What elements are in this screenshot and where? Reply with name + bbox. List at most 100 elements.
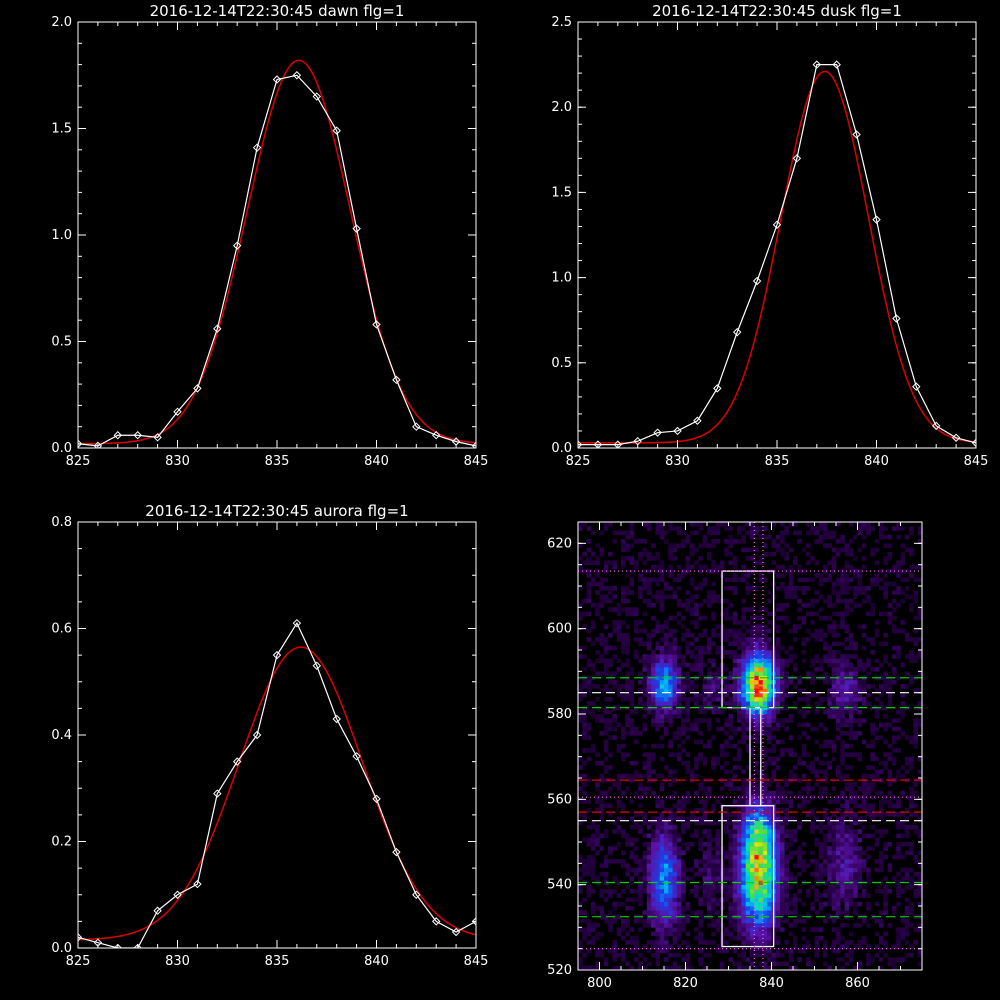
heatmap-cell <box>848 645 854 651</box>
heatmap-cell <box>750 714 755 719</box>
heatmap-cell <box>780 816 785 821</box>
heatmap-cell <box>758 824 764 830</box>
heatmap-cell <box>831 748 837 753</box>
heatmap-cell <box>707 850 712 856</box>
heatmap-cell <box>732 590 738 595</box>
heatmap-cell <box>711 628 716 634</box>
heatmap-cell <box>715 564 721 570</box>
heatmap-cell <box>668 829 673 834</box>
heatmap-cell <box>651 615 656 621</box>
heatmap-cell <box>625 607 630 612</box>
heatmap-cell <box>638 773 643 779</box>
heatmap-cell <box>672 884 678 890</box>
heatmap-cell <box>642 705 648 711</box>
heatmap-cell <box>582 654 587 659</box>
heatmap-cell <box>694 645 699 651</box>
heatmap-cell <box>681 726 686 732</box>
heatmap-cell <box>909 910 914 915</box>
heatmap-cell <box>848 692 854 698</box>
heatmap-cell <box>638 671 643 676</box>
heatmap-cell <box>629 799 635 804</box>
heatmap-cell <box>870 807 875 813</box>
heatmap-cell <box>866 876 871 881</box>
heatmap-cell <box>651 701 656 706</box>
heatmap-cell <box>857 530 863 536</box>
heatmap-cell <box>603 645 609 651</box>
heatmap-cell <box>642 628 648 634</box>
heatmap-cell <box>707 658 712 664</box>
heatmap-cell <box>728 850 734 856</box>
heatmap-cell <box>741 701 746 706</box>
heatmap-cell <box>646 671 652 676</box>
heatmap-cell <box>840 756 845 762</box>
heatmap-cell <box>732 701 738 706</box>
heatmap-cell <box>891 803 897 809</box>
heatmap-cell <box>754 871 759 877</box>
heatmap-cell <box>762 645 768 651</box>
heatmap-cell <box>685 965 691 971</box>
heatmap-cell <box>780 684 785 689</box>
heatmap-cell <box>879 923 884 928</box>
heatmap-cell <box>879 850 884 856</box>
heatmap-cell <box>689 598 695 604</box>
heatmap-cell <box>767 820 772 826</box>
heatmap-cell <box>719 961 725 967</box>
heatmap-cell <box>676 714 682 719</box>
heatmap-cell <box>668 696 673 702</box>
heatmap-cell <box>879 829 884 834</box>
heatmap-cell <box>896 820 901 826</box>
heatmap-cell <box>642 957 648 962</box>
heatmap-cell <box>621 948 626 954</box>
heatmap-cell <box>750 888 755 894</box>
heatmap-cell <box>879 577 884 583</box>
heatmap-cell <box>728 628 734 634</box>
heatmap-cell <box>659 923 665 928</box>
heatmap-cell <box>823 846 828 851</box>
heatmap-cell <box>621 696 626 702</box>
heatmap-cell <box>612 782 617 787</box>
heatmap-cell <box>732 884 738 890</box>
heatmap-cell <box>762 773 768 779</box>
heatmap-cell <box>750 893 755 898</box>
heatmap-cell <box>621 829 626 834</box>
heatmap-cell <box>590 824 596 830</box>
heatmap-cell <box>801 637 807 642</box>
heatmap-cell <box>913 577 918 583</box>
heatmap-cell <box>741 790 746 796</box>
heatmap-cell <box>840 923 845 928</box>
heatmap-cell <box>775 654 781 659</box>
heatmap-cell <box>711 709 716 715</box>
heatmap-cell <box>616 952 622 958</box>
heatmap-cell <box>797 679 802 685</box>
heatmap-cell <box>788 965 794 971</box>
heatmap-cell <box>655 837 660 843</box>
heatmap-cell <box>599 632 605 638</box>
heatmap-cell <box>793 530 798 536</box>
heatmap-cell <box>655 705 660 711</box>
heatmap-cell <box>582 522 587 527</box>
heatmap-cell <box>737 799 742 804</box>
heatmap-cell <box>651 816 656 821</box>
heatmap-cell <box>595 842 600 847</box>
heatmap-cell <box>780 820 785 826</box>
heatmap-cell <box>775 820 781 826</box>
heatmap-cell <box>762 859 768 864</box>
heatmap-cell <box>724 688 729 693</box>
heatmap-cell <box>737 530 742 536</box>
heatmap-cell <box>681 842 686 847</box>
heatmap-cell <box>737 714 742 719</box>
data-point-marker <box>252 143 262 152</box>
heatmap-cell <box>732 871 738 877</box>
heatmap-cell <box>874 790 880 796</box>
heatmap-cell <box>750 641 755 647</box>
heatmap-cell <box>707 859 712 864</box>
heatmap-cell <box>840 833 845 839</box>
heatmap-cell <box>874 632 880 638</box>
heatmap-cell <box>711 632 716 638</box>
heatmap-cell <box>775 534 781 540</box>
heatmap-cell <box>762 846 768 851</box>
heatmap-cell <box>655 522 660 527</box>
data-point-marker <box>153 433 162 442</box>
heatmap-cell <box>732 863 738 868</box>
